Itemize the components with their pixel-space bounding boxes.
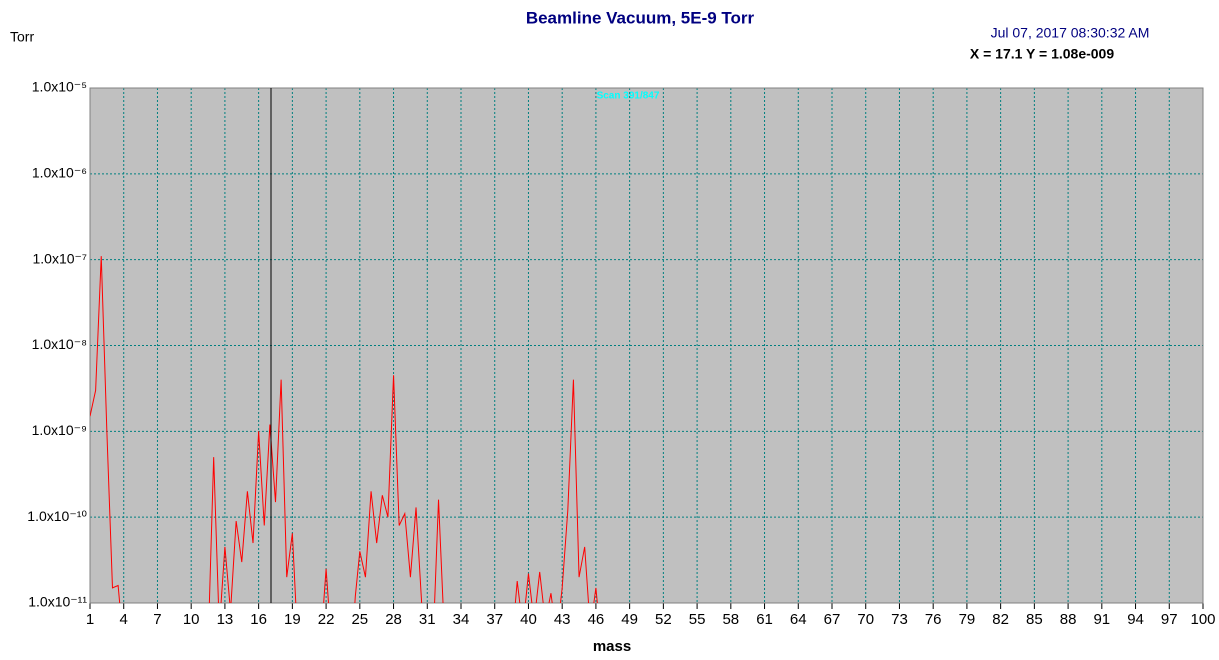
x-axis-label: mass <box>593 638 631 655</box>
x-tick-label: 52 <box>655 611 672 628</box>
x-tick-label: 79 <box>959 611 976 628</box>
x-tick-label: 49 <box>621 611 638 628</box>
x-tick-label: 70 <box>857 611 874 628</box>
x-tick-label: 94 <box>1127 611 1144 628</box>
x-tick-label: 55 <box>689 611 706 628</box>
y-tick-label: 1.0x10⁻⁶ <box>32 165 87 181</box>
x-tick-label: 67 <box>824 611 841 628</box>
spectrum-line <box>90 256 598 603</box>
y-tick-label: 1.0x10⁻⁹ <box>32 422 87 438</box>
x-tick-label: 37 <box>486 611 503 628</box>
x-tick-label: 1 <box>86 611 94 628</box>
x-tick-label: 25 <box>351 611 368 628</box>
x-tick-label: 7 <box>153 611 161 628</box>
x-tick-label: 13 <box>217 611 234 628</box>
x-tick-label: 16 <box>250 611 267 628</box>
x-tick-label: 97 <box>1161 611 1178 628</box>
y-tick-label: 1.0x10⁻⁷ <box>33 250 88 266</box>
x-tick-label: 82 <box>992 611 1009 628</box>
x-tick-label: 22 <box>318 611 335 628</box>
x-tick-label: 58 <box>722 611 739 628</box>
x-tick-label: 91 <box>1093 611 1110 628</box>
x-tick-label: 10 <box>183 611 200 628</box>
timestamp: Jul 07, 2017 08:30:32 AM <box>991 25 1150 41</box>
cursor-readout: X = 17.1 Y = 1.08e-009 <box>970 46 1114 62</box>
x-tick-label: 73 <box>891 611 908 628</box>
x-tick-label: 100 <box>1190 611 1215 628</box>
x-tick-label: 64 <box>790 611 807 628</box>
y-tick-label: 1.0x10⁻⁸ <box>32 336 87 352</box>
y-tick-label: 1.0x10⁻¹¹ <box>28 594 87 610</box>
y-tick-label: 1.0x10⁻⁵ <box>32 79 87 95</box>
chart-title: Beamline Vacuum, 5E-9 Torr <box>526 8 755 27</box>
x-tick-label: 4 <box>120 611 128 628</box>
x-tick-label: 19 <box>284 611 301 628</box>
x-tick-label: 46 <box>588 611 605 628</box>
x-tick-label: 31 <box>419 611 436 628</box>
plot-border <box>89 87 1204 604</box>
x-tick-label: 88 <box>1060 611 1077 628</box>
y-tick-label: 1.0x10⁻¹⁰ <box>27 508 87 524</box>
x-tick-label: 28 <box>385 611 402 628</box>
annotation: Scan 391/847 <box>597 91 660 102</box>
x-tick-label: 76 <box>925 611 942 628</box>
x-tick-label: 61 <box>756 611 773 628</box>
x-tick-label: 34 <box>453 611 470 628</box>
y-axis-label: Torr <box>10 29 34 45</box>
x-tick-label: 85 <box>1026 611 1043 628</box>
x-tick-label: 40 <box>520 611 537 628</box>
x-tick-label: 43 <box>554 611 571 628</box>
